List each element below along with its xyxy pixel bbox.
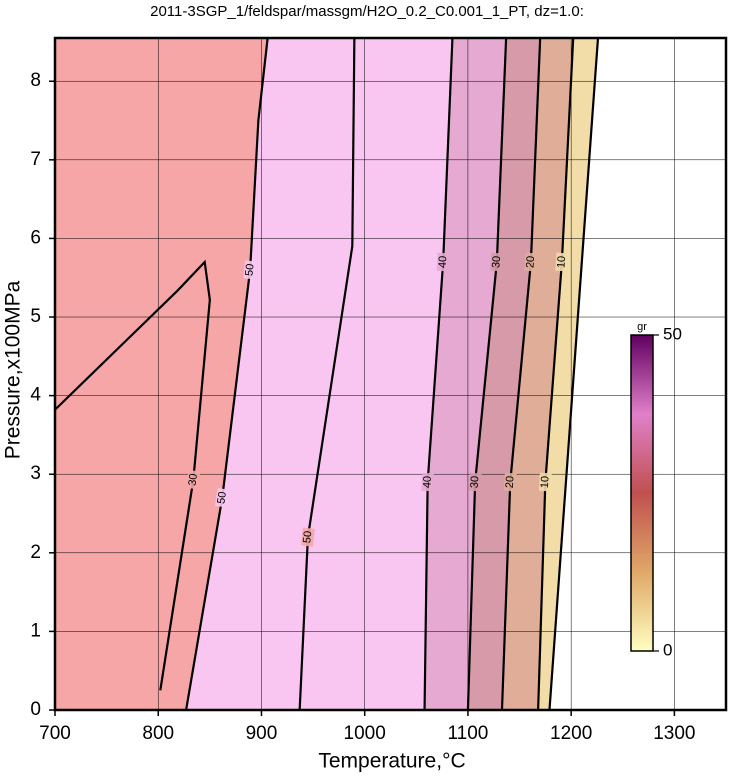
y-tick-label: 3	[30, 463, 41, 484]
x-axis-label: Temperature,°C	[318, 750, 465, 773]
contour-label-group: 50	[300, 527, 315, 547]
x-tick-label: 1100	[447, 723, 488, 744]
contour-label: 50	[215, 491, 229, 505]
contour-label-bg	[243, 260, 257, 280]
contour-label-group: 10	[538, 472, 552, 492]
y-tick-label: 7	[30, 149, 41, 170]
colorbar-tick-label: 0	[663, 640, 672, 659]
contour-label-bg	[468, 472, 482, 492]
contour-label-bg	[186, 470, 201, 490]
contour-label-group: 40	[421, 472, 435, 492]
x-tick-label: 1300	[653, 723, 695, 744]
contour-label: 10	[555, 256, 568, 269]
contour-line	[548, 38, 600, 710]
colorbar	[630, 334, 654, 652]
contour-line	[298, 38, 356, 710]
y-tick-label: 5	[30, 306, 41, 327]
contour-label: 10	[539, 476, 552, 489]
contour-line	[500, 38, 542, 710]
contour-label-group: 20	[524, 252, 538, 272]
contour-line	[466, 38, 508, 710]
chart-title: 2011-3SGP_1/feldspar/massgm/H2O_0.2_C0.0…	[150, 3, 584, 20]
contour-label-group: 30	[468, 472, 482, 492]
y-tick-label: 6	[30, 227, 41, 248]
contour-line	[423, 38, 454, 710]
contour-label-group: 30	[490, 252, 504, 272]
contour-label: 30	[469, 476, 482, 489]
plot-frame	[53, 36, 728, 712]
y-tick-label: 8	[30, 70, 41, 91]
overlay: 700 800 900 1000 1100 1200 1300 0 1 2 3 4 5 6 7 8 gr 0 50	[30, 36, 728, 744]
contour-label-group: 40	[436, 252, 450, 272]
y-axis-label: Pressure,x100MPa	[2, 280, 25, 459]
contour-label: 30	[490, 255, 503, 268]
contour-label: 30	[187, 473, 200, 487]
contour-label: 20	[524, 255, 537, 268]
contour-label: 40	[437, 256, 450, 269]
contour-label-bg	[524, 252, 538, 272]
plot-area: 30 50 50 50 40 40 30 30 20 20 10 10	[55, 38, 726, 710]
contour-line	[55, 259, 211, 691]
colorbar-label: gr	[637, 321, 647, 333]
x-tick-label: 900	[246, 723, 278, 744]
contour-label-group: 20	[503, 472, 517, 492]
contour-line	[537, 38, 575, 710]
contour-label-bg	[555, 252, 569, 272]
contour-label-bg	[538, 472, 552, 492]
contour-label-group: 50	[215, 488, 230, 508]
contour-label-bg	[490, 252, 504, 272]
contour-label: 20	[504, 476, 517, 489]
y-tick-label: 1	[30, 620, 41, 641]
y-tick-label: 4	[30, 385, 41, 406]
contour-label-bg	[436, 252, 450, 272]
x-tick-label: 800	[142, 723, 174, 744]
x-tick-label: 1200	[550, 723, 592, 744]
y-tick-label: 2	[30, 542, 41, 563]
x-tick-label: 700	[39, 723, 71, 744]
contour-label-bg	[215, 488, 230, 508]
x-tick-label: 1000	[344, 723, 386, 744]
contour-label: 50	[301, 530, 314, 544]
contour-label-bg	[421, 472, 435, 492]
contour-label-bg	[300, 527, 315, 547]
contour-label-group: 30	[186, 470, 201, 490]
contour-label-group: 10	[555, 252, 569, 272]
contour-label: 40	[421, 476, 433, 489]
y-tick-label: 0	[30, 699, 41, 720]
colorbar-tick-label: 50	[663, 324, 682, 343]
contour-label-group: 50	[243, 260, 257, 280]
contour-label: 50	[243, 263, 256, 276]
contour-label-bg	[503, 472, 517, 492]
